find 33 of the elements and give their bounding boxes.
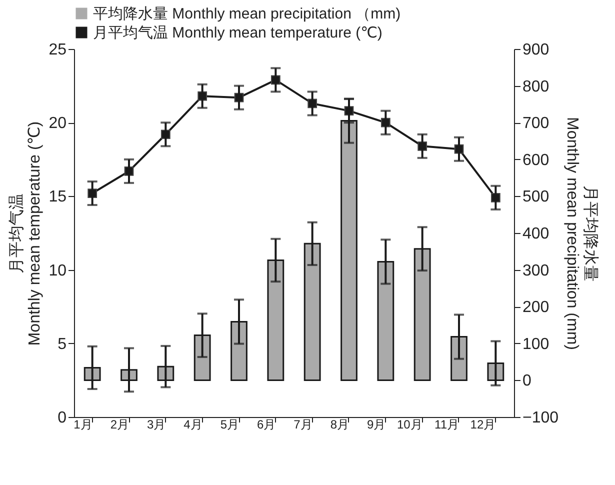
y-tick-label: 25 — [48, 42, 67, 58]
y2-axis-title: 月平均降水量 Monthly mean precipitation (mm) — [564, 117, 600, 350]
x-tick-label: 10月 — [396, 418, 422, 432]
legend-label: 月平均气温 Monthly mean temperature (℃) — [93, 24, 382, 42]
x-tick-label: 4月 — [184, 418, 202, 432]
y2-tick-label: 200 — [522, 299, 550, 316]
y2-tick-label: 400 — [522, 226, 550, 242]
y-axis-title: 月平均气温 Monthly mean temperature (℃) — [8, 121, 44, 346]
x-tick-label: 9月 — [366, 418, 386, 432]
y2-tick-label: 600 — [522, 152, 550, 169]
y2-tick-label: 800 — [522, 78, 550, 96]
y2-tick-label: 500 — [522, 188, 550, 206]
y2-tick-label: 0 — [522, 372, 532, 390]
y-tick-label: 20 — [48, 115, 67, 132]
y2-tick-label: 100 — [522, 336, 550, 353]
y2-tick-label: −100 — [522, 410, 559, 426]
y-tick-label: 15 — [48, 188, 67, 206]
y-tick-label: 5 — [58, 336, 67, 353]
y2-tick-label: 700 — [522, 115, 550, 132]
y2-tick-label: 900 — [522, 42, 550, 58]
x-tick-label: 3月 — [146, 418, 166, 432]
x-tick-label: 5月 — [220, 418, 239, 432]
legend-label: 平均降水量 Monthly mean precipitation （mm) — [93, 6, 401, 22]
y-tick-label: 0 — [58, 410, 67, 426]
x-tick-label: 6月 — [256, 418, 276, 432]
x-tick-label: 12月 — [470, 418, 496, 432]
x-tick-label: 11月 — [434, 418, 459, 432]
y-tick-label: 10 — [48, 262, 67, 280]
y2-tick-label: 300 — [522, 262, 550, 280]
x-tick-label: 8月 — [330, 418, 349, 432]
x-tick-label: 2月 — [110, 418, 129, 432]
x-tick-label: 7月 — [294, 418, 312, 432]
x-tick-label: 1月 — [74, 418, 92, 432]
